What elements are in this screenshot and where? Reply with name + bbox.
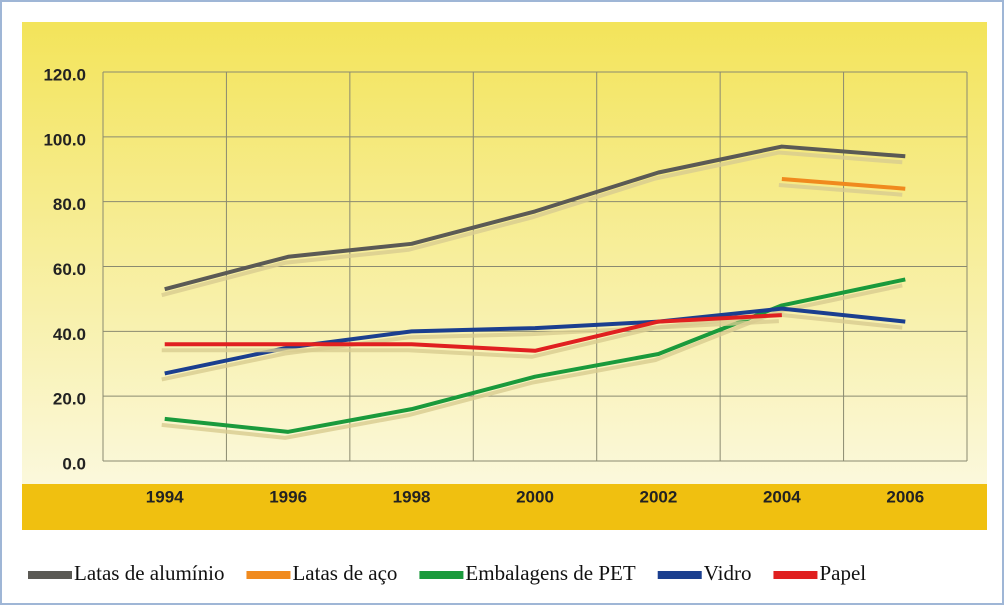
series-line xyxy=(164,313,782,353)
legend-label: Vidro xyxy=(704,561,752,585)
legend-swatch xyxy=(419,571,464,579)
legend-swatch xyxy=(657,571,702,579)
legend-swatch xyxy=(773,571,818,579)
series-line xyxy=(164,306,906,376)
x-tick-label: 1996 xyxy=(269,487,307,506)
x-tick-label: 1998 xyxy=(393,487,431,506)
x-tick-label: 2004 xyxy=(763,487,801,506)
series-line xyxy=(164,277,906,434)
y-tick-label: 120.0 xyxy=(43,65,86,84)
x-tick-label: 2000 xyxy=(516,487,554,506)
series-line xyxy=(781,176,906,191)
y-tick-label: 80.0 xyxy=(53,195,86,214)
y-tick-label: 40.0 xyxy=(53,325,86,344)
y-tick-label: 60.0 xyxy=(53,260,86,279)
line-shadow xyxy=(161,319,779,359)
line-shadow xyxy=(161,283,903,440)
legend-label: Latas de aço xyxy=(292,561,397,585)
y-tick-label: 100.0 xyxy=(43,130,86,149)
series-line xyxy=(164,144,906,292)
legend-label: Latas de alumínio xyxy=(74,561,224,585)
legend-label: Embalagens de PET xyxy=(465,561,635,585)
line-shadow xyxy=(161,150,903,298)
legend-label: Papel xyxy=(819,561,866,585)
legend-swatch xyxy=(246,571,291,579)
plot-background xyxy=(22,22,987,484)
x-tick-label: 1994 xyxy=(146,487,184,506)
y-tick-label: 20.0 xyxy=(53,390,86,409)
x-tick-label: 2006 xyxy=(886,487,924,506)
y-tick-label: 0.0 xyxy=(62,454,86,473)
x-band xyxy=(22,484,987,530)
legend-swatch xyxy=(28,571,72,579)
x-tick-label: 2002 xyxy=(640,487,678,506)
line-shadow xyxy=(778,182,903,197)
